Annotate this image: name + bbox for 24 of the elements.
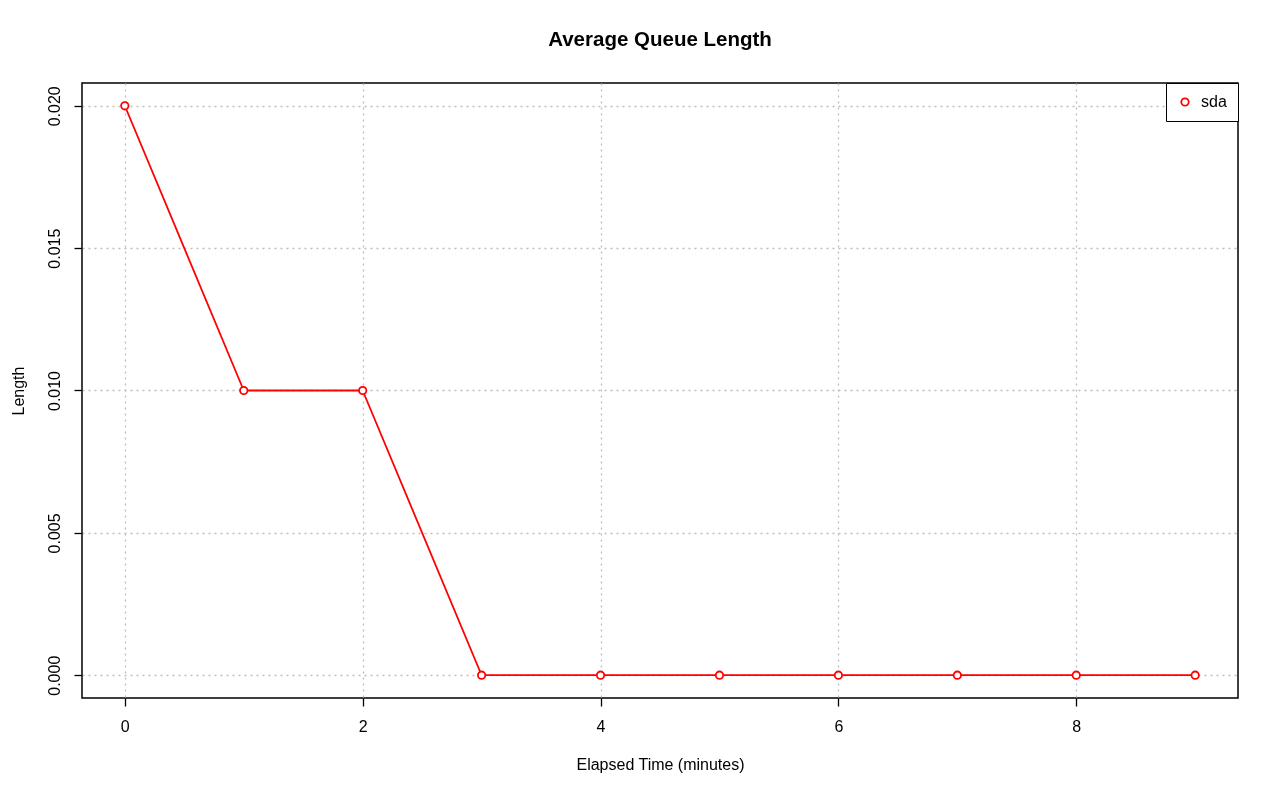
x-tick-label: 2: [358, 717, 368, 735]
y-tick-label: 0.015: [45, 228, 63, 269]
y-tick-label: 0.020: [45, 86, 63, 127]
point: [120, 101, 130, 111]
point: [595, 670, 606, 680]
y-tick-label: 0.000: [45, 655, 63, 696]
y-axis-title: Length: [9, 366, 27, 416]
point: [358, 385, 368, 396]
point: [239, 385, 249, 396]
point: [1071, 670, 1081, 680]
point: [952, 670, 962, 680]
point: [714, 670, 725, 680]
y-tick-label: 0.010: [45, 370, 63, 412]
x-tick-label: 0: [120, 717, 130, 735]
x-tick-label: 6: [834, 717, 844, 735]
chart-title: Average Queue Length: [548, 27, 772, 50]
x-axis-title: Elapsed Time (minutes): [576, 755, 745, 773]
point: [1190, 670, 1200, 680]
y-tick-label: 0.005: [45, 513, 63, 554]
x-tick-label: 4: [596, 717, 606, 735]
legend-label: sda: [1201, 93, 1227, 110]
x-tick-label: 8: [1072, 717, 1082, 735]
point: [477, 670, 487, 680]
point: [833, 670, 843, 680]
